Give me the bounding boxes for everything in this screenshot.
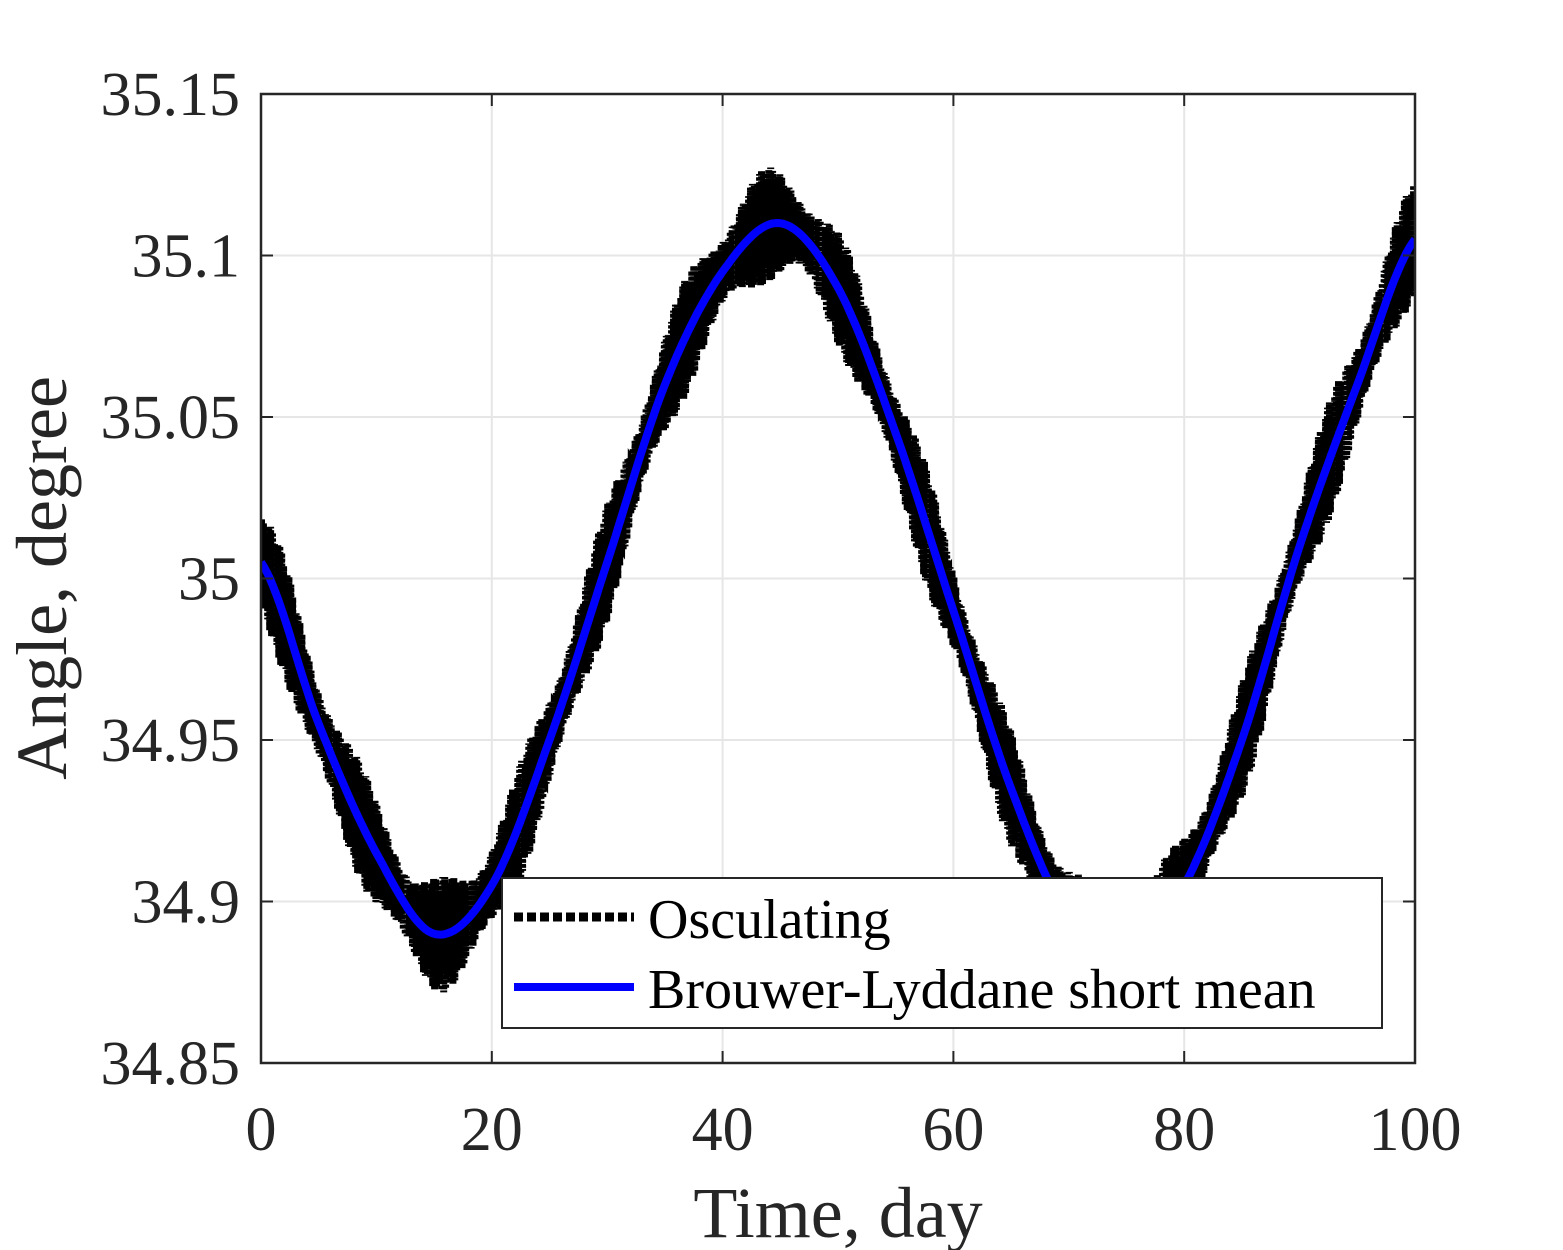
axis-ticks: 0 20 40 60 80 100 34.85 34.9 34.95 35 35.05 35.1 35.…: [101, 61, 1462, 1164]
legend-box: [501, 877, 1383, 1029]
legend-osculating-label: Osculating: [648, 889, 891, 951]
y-tick-label: 35.1: [132, 223, 241, 291]
x-tick-label: 20: [461, 1096, 523, 1164]
series-layer: [261, 167, 1415, 1000]
x-tick-label: 40: [692, 1096, 754, 1164]
y-tick-label: 34.85: [101, 1030, 241, 1098]
x-tick-label: 80: [1153, 1096, 1215, 1164]
y-tick-label: 34.9: [132, 869, 241, 937]
y-tick-label: 35.05: [101, 384, 241, 452]
x-tick-label: 60: [922, 1096, 984, 1164]
y-tick-label: 34.95: [101, 707, 241, 775]
x-tick-label: 100: [1369, 1096, 1462, 1164]
y-tick-label: 35.15: [101, 61, 241, 129]
x-axis-label: Time, day: [693, 1173, 982, 1250]
y-tick-label: 35: [178, 546, 240, 614]
x-tick-label: 0: [246, 1096, 277, 1164]
brouwer-lyddane-series-line: [261, 218, 1415, 956]
legend: Osculating Brouwer-Lyddane short mean: [501, 877, 1383, 1029]
y-axis-label: Angle, degree: [2, 376, 82, 780]
legend-brouwer-label: Brouwer-Lyddane short mean: [648, 959, 1316, 1021]
